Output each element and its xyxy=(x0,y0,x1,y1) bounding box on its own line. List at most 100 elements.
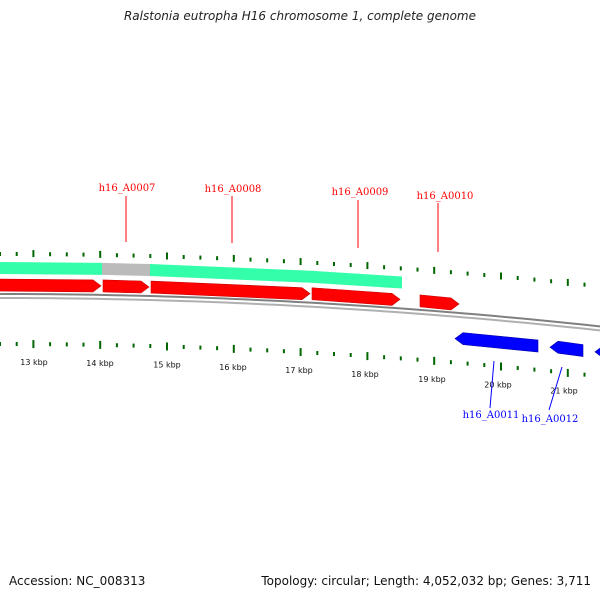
bottom-tick xyxy=(266,348,269,353)
reverse-gene-arrow xyxy=(454,332,539,353)
top-tick xyxy=(166,252,168,260)
top-tick xyxy=(0,252,1,257)
gene-label: h16_A0012 xyxy=(522,414,579,425)
top-tick xyxy=(282,259,285,264)
top-tick xyxy=(466,271,469,276)
bottom-tick xyxy=(149,344,152,349)
reverse-gene-arrow xyxy=(549,340,584,357)
bottom-tick xyxy=(65,342,68,347)
bottom-tick xyxy=(216,346,219,351)
kbp-label: 20 kbp xyxy=(484,380,512,389)
gene-label: h16_A0009 xyxy=(332,187,389,198)
top-tick xyxy=(316,261,319,266)
top-tick xyxy=(449,270,452,275)
genome-summary-text: Topology: circular; Length: 4,052,032 bp… xyxy=(261,574,591,588)
bottom-tick xyxy=(49,342,52,347)
bottom-tick xyxy=(249,347,252,352)
bottom-tick xyxy=(99,340,102,349)
top-tick xyxy=(149,254,152,259)
top-tick xyxy=(266,258,269,263)
forward-gene-arrow xyxy=(311,287,401,306)
gene-callouts: h16_A0007 h16_A0008 h16_A0009 h16_A0010 h16_… xyxy=(99,183,579,425)
top-tick xyxy=(399,266,402,271)
bottom-tick xyxy=(566,368,569,377)
top-tick xyxy=(550,279,553,284)
gene-leader-line xyxy=(489,360,495,409)
map-title: Ralstonia eutropha H16 chromosome 1, com… xyxy=(123,9,477,23)
gene-label: h16_A0008 xyxy=(205,184,262,195)
bottom-tick xyxy=(199,345,202,350)
coding-band-segment xyxy=(150,264,311,283)
bottom-tick-track xyxy=(0,340,586,377)
forward-gene-arrow xyxy=(102,279,150,294)
top-tick xyxy=(49,252,52,257)
top-tick xyxy=(349,263,352,268)
top-tick xyxy=(99,250,102,258)
forward-gene-arrow xyxy=(0,278,102,293)
coding-band-segment xyxy=(311,270,402,289)
bottom-tick xyxy=(299,348,302,357)
bottom-tick xyxy=(449,360,452,365)
bottom-tick xyxy=(583,372,586,377)
bottom-tick xyxy=(349,353,352,358)
bottom-tick xyxy=(182,345,185,350)
bottom-tick xyxy=(399,356,402,361)
bottom-tick xyxy=(416,357,419,362)
top-tick xyxy=(383,265,386,270)
bottom-tick xyxy=(466,361,469,366)
accession-text: Accession: NC_008313 xyxy=(9,574,146,588)
forward-gene-arrow xyxy=(150,280,311,300)
backbone xyxy=(0,293,600,332)
top-tick xyxy=(483,273,486,278)
top-tick xyxy=(583,282,586,287)
bottom-tick xyxy=(82,342,85,347)
reverse-gene-arrow xyxy=(594,347,600,356)
kbp-label: 19 kbp xyxy=(418,375,446,384)
kbp-scale: 13 kbp 14 kbp 15 kbp 16 kbp 17 kbp 18 kbp 19 k… xyxy=(20,358,578,396)
forward-gene-track xyxy=(0,278,460,311)
top-tick xyxy=(199,255,202,260)
bottom-tick xyxy=(433,356,436,365)
bottom-tick xyxy=(316,351,319,356)
top-tick xyxy=(182,255,185,260)
gene-leader-line xyxy=(548,366,563,411)
top-tick xyxy=(249,257,252,262)
bottom-tick xyxy=(333,351,335,356)
top-tick xyxy=(433,266,436,274)
bottom-tick xyxy=(282,349,285,354)
bottom-tick xyxy=(366,352,369,361)
top-tick xyxy=(115,253,118,258)
top-tick xyxy=(500,272,502,280)
top-tick-track xyxy=(0,250,586,287)
bottom-tick xyxy=(132,343,135,348)
gene-label: h16_A0007 xyxy=(99,183,156,194)
kbp-label: 13 kbp xyxy=(20,358,48,367)
bottom-tick xyxy=(550,369,553,374)
top-tick xyxy=(333,261,335,266)
top-tick xyxy=(566,278,569,286)
top-tick xyxy=(533,277,536,282)
top-tick xyxy=(299,258,302,266)
gene-label: h16_A0010 xyxy=(417,191,474,202)
bottom-tick xyxy=(533,367,536,372)
bottom-tick xyxy=(32,340,35,349)
coding-band-segment xyxy=(0,262,102,275)
bottom-tick xyxy=(516,366,519,371)
kbp-label: 17 kbp xyxy=(285,366,313,375)
bottom-tick xyxy=(0,342,1,347)
gap-band-segment xyxy=(102,262,150,277)
bottom-tick xyxy=(383,355,386,360)
top-tick xyxy=(366,262,369,270)
top-tick xyxy=(32,250,35,258)
bottom-tick xyxy=(115,343,118,348)
gene-label: h16_A0011 xyxy=(463,410,520,421)
top-tick xyxy=(82,252,85,257)
kbp-label: 16 kbp xyxy=(219,363,247,372)
backbone-line xyxy=(0,297,600,332)
top-tick xyxy=(216,256,219,261)
top-tick xyxy=(232,254,235,262)
top-tick xyxy=(15,252,18,257)
bottom-tick xyxy=(500,362,502,371)
top-tick xyxy=(416,267,419,272)
